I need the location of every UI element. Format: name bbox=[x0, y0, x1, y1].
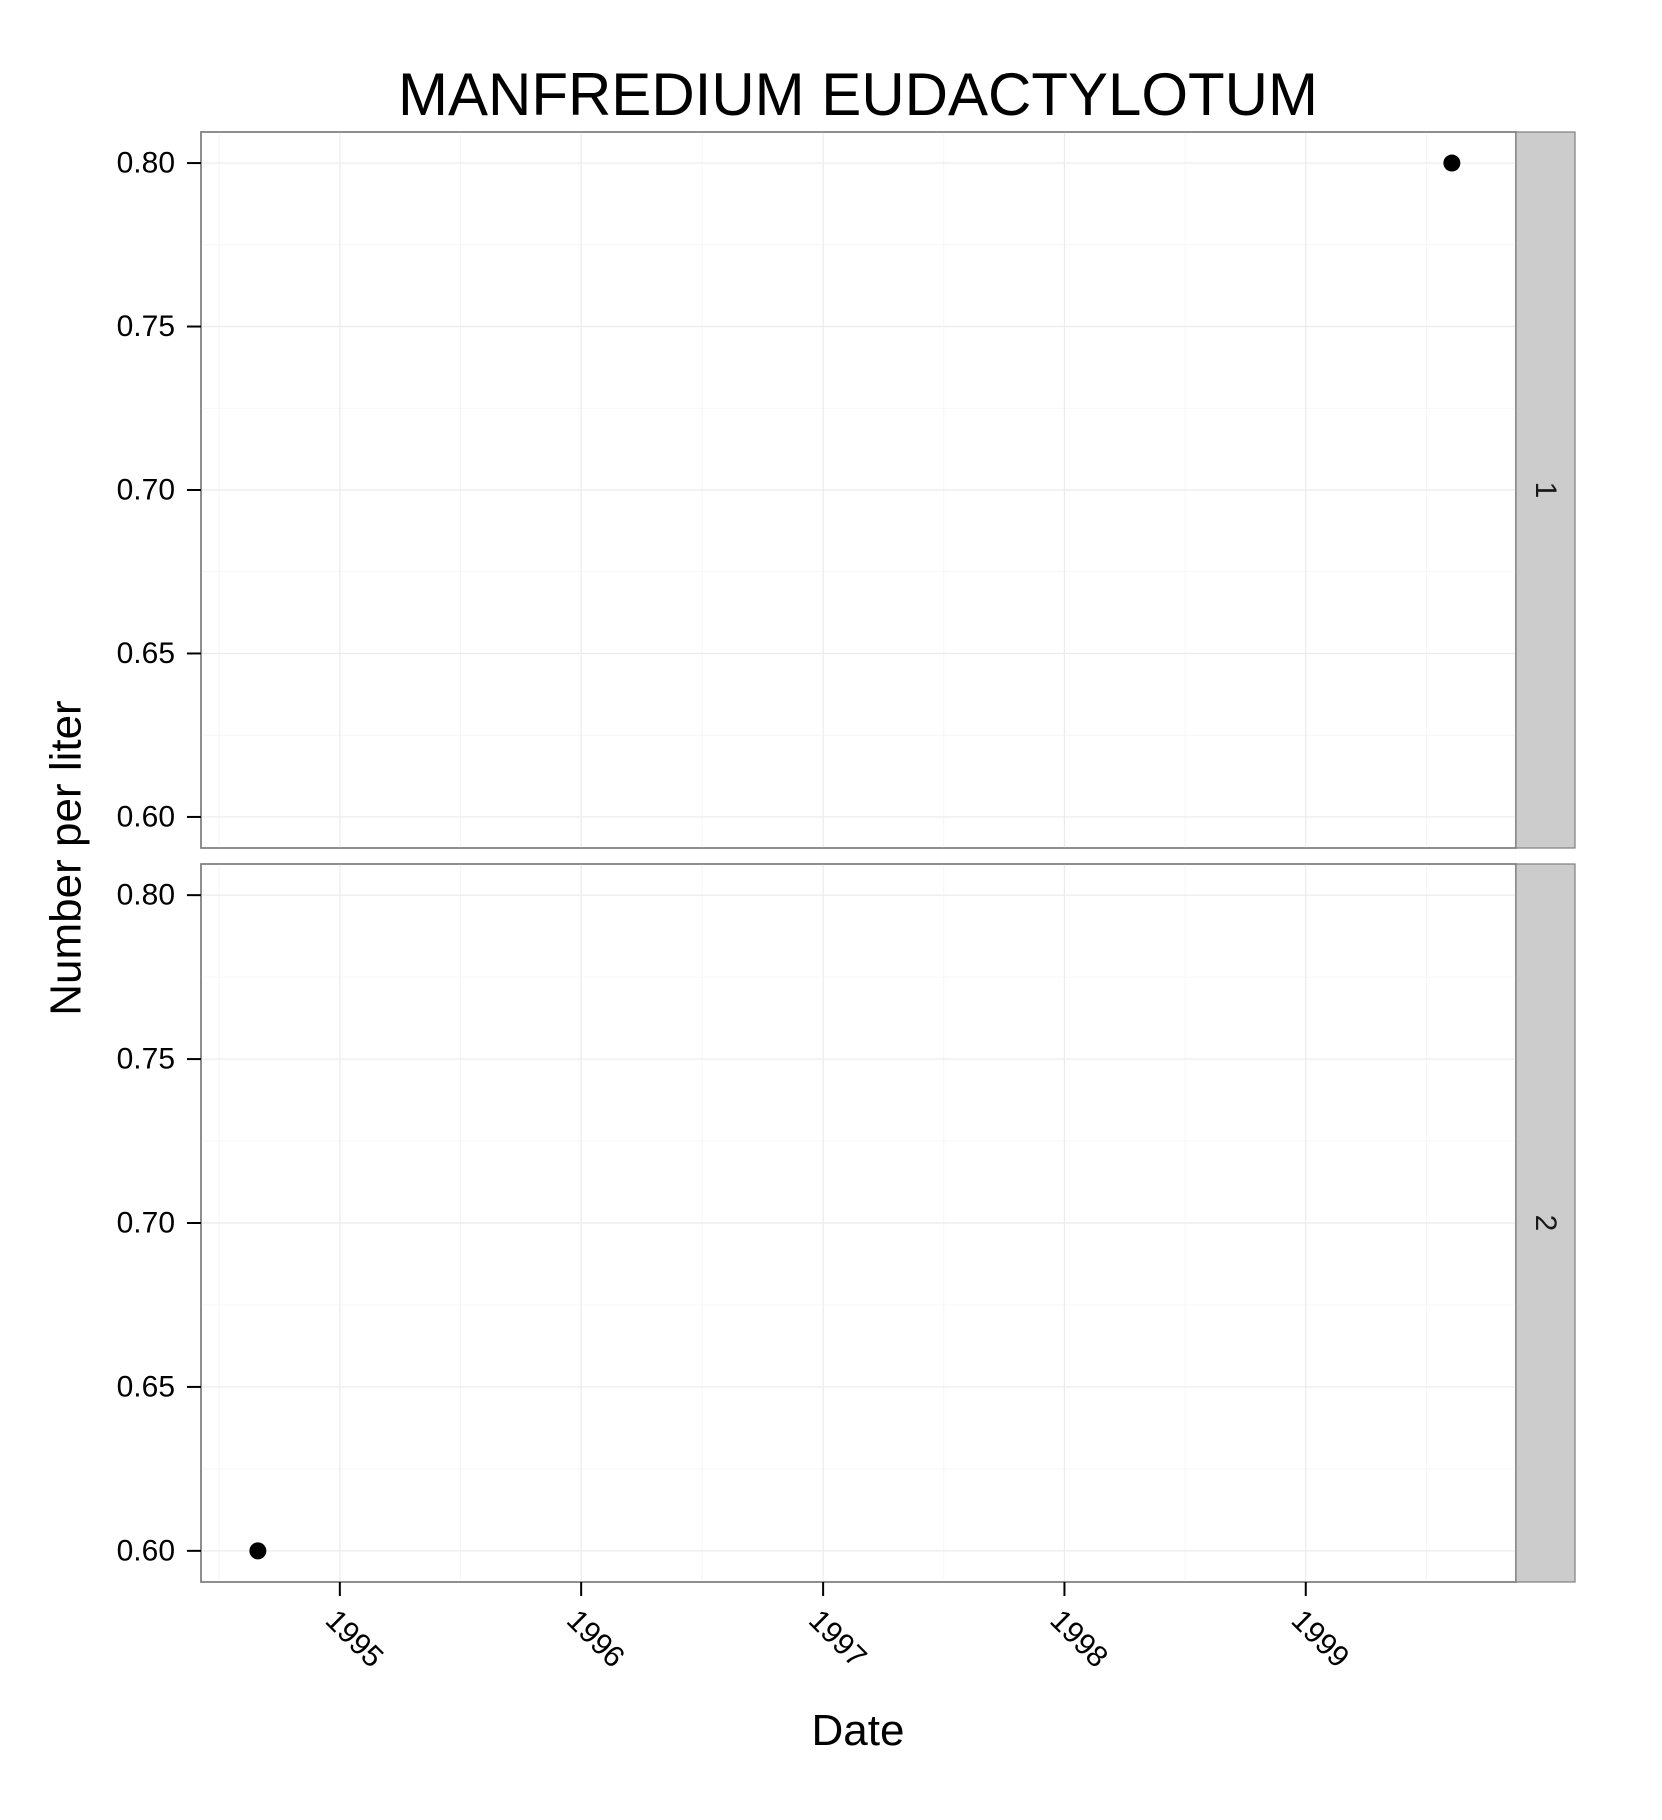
facet-strip bbox=[1515, 131, 1576, 849]
x-axis-title: Date bbox=[812, 1706, 905, 1755]
facet-strip-label: 2 bbox=[1529, 1215, 1562, 1232]
x-tick-label: 1995 bbox=[319, 1604, 390, 1675]
y-tick-label: 0.60 bbox=[117, 1534, 175, 1567]
facet-panel-2: 2 0.60 0.65 0.70 0.75 0.80 bbox=[117, 863, 1576, 1583]
x-tick-label: 1999 bbox=[1285, 1604, 1356, 1675]
chart-title: MANFREDIUM EUDACTYLOTUM bbox=[398, 61, 1318, 128]
y-axis-title: Number per liter bbox=[42, 700, 91, 1015]
facet-panel-1: 1 0.60 0.65 0.70 0.75 0.80 bbox=[117, 131, 1576, 849]
y-tick-label: 0.65 bbox=[117, 637, 175, 670]
y-tick-label: 0.65 bbox=[117, 1370, 175, 1403]
x-tick-label: 1997 bbox=[802, 1604, 873, 1675]
y-tick-label: 0.80 bbox=[117, 879, 175, 912]
y-tick-label: 0.60 bbox=[117, 800, 175, 833]
x-axis: 1995 1996 1997 1998 1999 bbox=[319, 1582, 1355, 1674]
data-point bbox=[1443, 154, 1461, 172]
facet-panels: 1 0.60 0.65 0.70 0.75 0.80 2 0.60 0.65 0.70 0.75 0.… bbox=[117, 131, 1576, 1674]
x-tick-label: 1998 bbox=[1043, 1604, 1114, 1675]
y-tick-label: 0.75 bbox=[117, 1043, 175, 1076]
y-tick-label: 0.75 bbox=[117, 310, 175, 343]
x-tick-label: 1996 bbox=[560, 1604, 631, 1675]
facet-strip bbox=[1515, 863, 1576, 1583]
y-tick-label: 0.70 bbox=[117, 474, 175, 507]
y-tick-label: 0.80 bbox=[117, 147, 175, 180]
facet-strip-label: 1 bbox=[1529, 482, 1562, 499]
y-tick-label: 0.70 bbox=[117, 1207, 175, 1240]
data-point bbox=[249, 1542, 267, 1560]
